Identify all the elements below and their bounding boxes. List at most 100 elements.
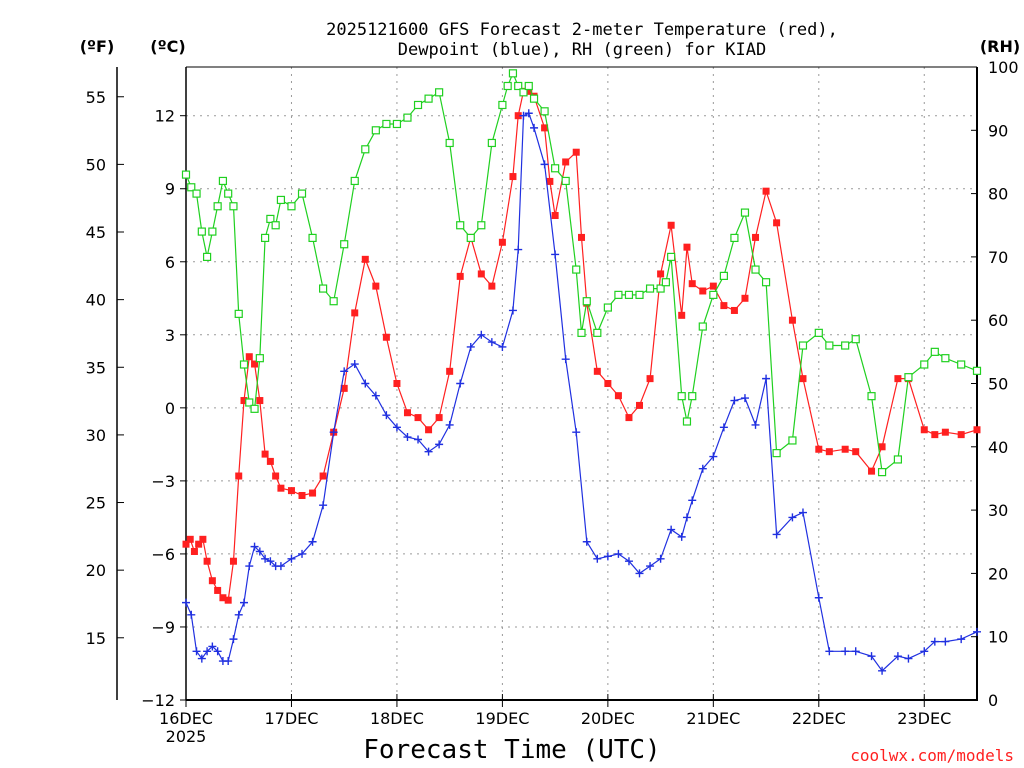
rh-point <box>350 176 359 186</box>
rh-point <box>529 94 539 103</box>
rh-point <box>561 176 570 186</box>
dewpoint-point <box>682 513 691 522</box>
temperature-point <box>340 384 348 392</box>
rh-point <box>329 297 338 306</box>
dewpoint-line <box>185 112 978 672</box>
rh-point <box>841 341 850 350</box>
dewpoint-point <box>878 666 887 675</box>
rh-point <box>524 81 533 91</box>
temperature-point <box>261 450 269 458</box>
temperature-point <box>825 448 833 456</box>
x-tick-label: 17DEC <box>264 709 318 728</box>
rh-point <box>361 145 370 154</box>
temperature-point <box>203 557 211 565</box>
temperature-point <box>683 243 691 251</box>
rh-point <box>503 81 512 91</box>
rh-point <box>181 170 191 179</box>
temperature-point <box>931 431 939 439</box>
rh-point <box>814 328 823 337</box>
temperature-point <box>277 484 285 492</box>
temperature-point <box>773 219 781 227</box>
dewpoint-point <box>930 637 939 646</box>
rh-point <box>498 100 507 110</box>
dewpoint-point <box>329 428 338 437</box>
temperature-point <box>256 397 264 405</box>
x-tick-label: 19DEC <box>475 709 529 728</box>
dewpoint-point <box>709 452 718 461</box>
x-tick-label: 21DEC <box>686 709 740 728</box>
dewpoint-point <box>519 111 528 120</box>
temperature-point <box>541 124 549 132</box>
dewpoint-point <box>240 598 249 607</box>
dewpoint-point <box>646 562 655 571</box>
dewpoint-point <box>424 447 433 456</box>
dewpoint-point <box>498 342 507 351</box>
rh-point <box>514 81 523 91</box>
dewpoint-point <box>593 554 602 563</box>
dewpoint-point <box>698 464 707 473</box>
rh-point <box>234 309 243 318</box>
x-tick-label: 20DEC <box>581 709 635 728</box>
rh-point <box>424 94 433 103</box>
temperature-point <box>578 233 585 241</box>
dewpoint-point <box>350 360 359 369</box>
temperature-point <box>678 311 686 319</box>
dewpoint-point <box>487 338 496 347</box>
dewpoint-point <box>224 657 233 666</box>
rh-point <box>624 290 634 299</box>
fahrenheit-tick-label: 45 <box>86 223 106 242</box>
dewpoint-point <box>957 635 966 644</box>
temperature-point <box>514 112 522 120</box>
temperature-point <box>604 380 612 387</box>
temperature-point <box>957 431 965 439</box>
rh-point <box>435 88 444 97</box>
dewpoint-point <box>730 396 739 405</box>
x-tick-sublabel: 2025 <box>166 727 207 746</box>
dewpoint-point <box>187 610 196 619</box>
temperature-point <box>224 596 232 604</box>
dewpoint-point <box>414 435 423 444</box>
dewpoint-point <box>308 537 317 546</box>
temperature-point <box>852 448 860 456</box>
temperature-point <box>646 375 654 383</box>
rh-point <box>271 221 280 230</box>
celsius-tick-label: 3 <box>165 326 175 345</box>
rh-point <box>972 366 982 375</box>
rh-tick-label: 50 <box>988 375 1008 394</box>
x-axis-label: Forecast Time (UTC) <box>363 735 660 765</box>
temperature-point <box>799 375 807 383</box>
temperature-point <box>266 457 274 465</box>
dewpoint-point <box>688 496 697 505</box>
dewpoint-point <box>624 557 633 566</box>
dewpoint-point <box>445 420 454 429</box>
temperature-point <box>699 287 707 295</box>
rh-point <box>851 335 860 344</box>
dewpoint-point <box>514 245 523 254</box>
temperature-point <box>190 547 198 555</box>
rh-point <box>392 119 402 129</box>
temperature-point <box>562 158 570 166</box>
dewpoint-point <box>250 542 259 551</box>
rh-point <box>197 227 206 236</box>
dewpoint-point <box>182 598 190 607</box>
temperature-point <box>572 148 580 156</box>
rh-point <box>635 290 644 299</box>
dewpoint-point <box>751 420 760 429</box>
unit-label-celsius: (ºC) <box>150 37 185 56</box>
rh-point <box>276 195 286 205</box>
temperature-point <box>477 270 485 278</box>
temperature-point <box>762 187 770 195</box>
rh-point <box>287 202 296 211</box>
celsius-tick-label: 0 <box>165 399 175 418</box>
dewpoint-point <box>772 530 781 539</box>
rh-point <box>577 328 586 337</box>
rh-point <box>798 341 808 350</box>
dewpoint-point <box>561 355 570 364</box>
dewpoint-point <box>319 501 328 510</box>
rh-point <box>319 284 328 293</box>
temperature-point <box>186 535 194 543</box>
dewpoint-point <box>466 342 475 351</box>
temperature-point <box>240 397 248 405</box>
rh-point <box>371 126 380 135</box>
